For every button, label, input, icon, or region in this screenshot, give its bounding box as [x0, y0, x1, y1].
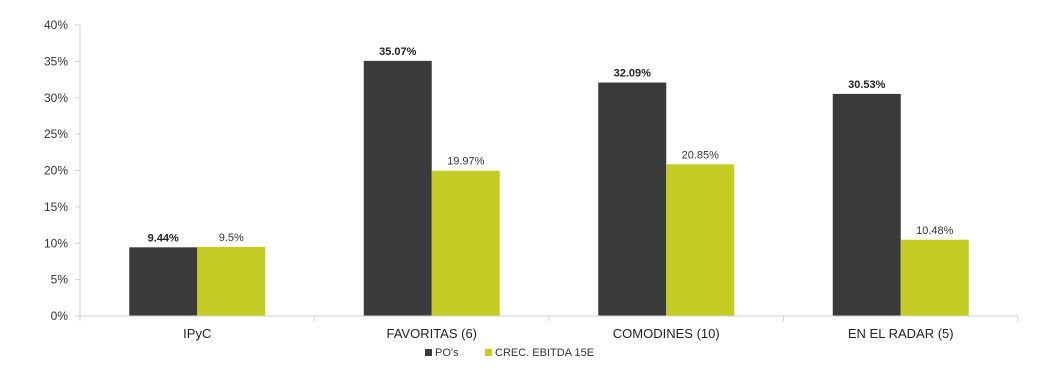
- bar-pos-0: [129, 247, 198, 316]
- y-tick-label: 25%: [44, 127, 68, 141]
- data-label: 32.09%: [614, 68, 652, 80]
- bar-crec-ebitda-0: [197, 246, 266, 316]
- legend-swatch: [425, 349, 432, 356]
- y-tick-label: 40%: [44, 18, 68, 32]
- bar-crec-ebitda-1: [431, 170, 500, 316]
- data-label: 30.53%: [848, 79, 886, 91]
- legend-swatch: [485, 349, 492, 356]
- data-label: 10.48%: [916, 225, 954, 237]
- y-tick-label: 5%: [51, 273, 69, 287]
- y-tick-label: 30%: [44, 91, 68, 105]
- bar-crec-ebitda-3: [900, 239, 969, 316]
- data-label: 19.97%: [447, 156, 485, 168]
- x-axis: IPyC FAVORITAS (6) COMODINES (10) EN EL RAD…: [79, 315, 1019, 341]
- y-axis: 0% 5% 10% 15% 20% 25% 30% 35% 40%: [44, 18, 81, 323]
- legend: PO's CREC. EBITDA 15E: [425, 347, 594, 359]
- legend-label: CREC. EBITDA 15E: [495, 347, 594, 359]
- data-labels-group: 9.44% 9.5% 35.07% 19.97% 32.09% 20.85% 30.53% 1…: [148, 46, 954, 244]
- data-label: 9.44%: [148, 232, 179, 244]
- legend-label: PO's: [435, 347, 459, 359]
- data-label: 35.07%: [379, 46, 417, 58]
- data-label: 9.5%: [219, 232, 244, 244]
- y-tick-label: 10%: [44, 236, 68, 250]
- x-category-label: COMODINES (10): [613, 326, 720, 341]
- bar-pos-3: [832, 93, 901, 316]
- bar-pos-1: [363, 60, 432, 316]
- x-category-label: FAVORITAS (6): [386, 326, 477, 341]
- y-tick-label: 20%: [44, 164, 68, 178]
- data-label: 20.85%: [682, 149, 720, 161]
- x-category-label: IPyC: [183, 326, 211, 341]
- bar-pos-2: [598, 82, 667, 316]
- bar-crec-ebitda-2: [666, 164, 735, 316]
- x-category-label: EN EL RADAR (5): [848, 326, 954, 341]
- bars-group: [129, 60, 969, 316]
- y-tick-label: 35%: [44, 54, 68, 68]
- y-tick-label: 15%: [44, 200, 68, 214]
- y-tick-label: 0%: [51, 309, 69, 323]
